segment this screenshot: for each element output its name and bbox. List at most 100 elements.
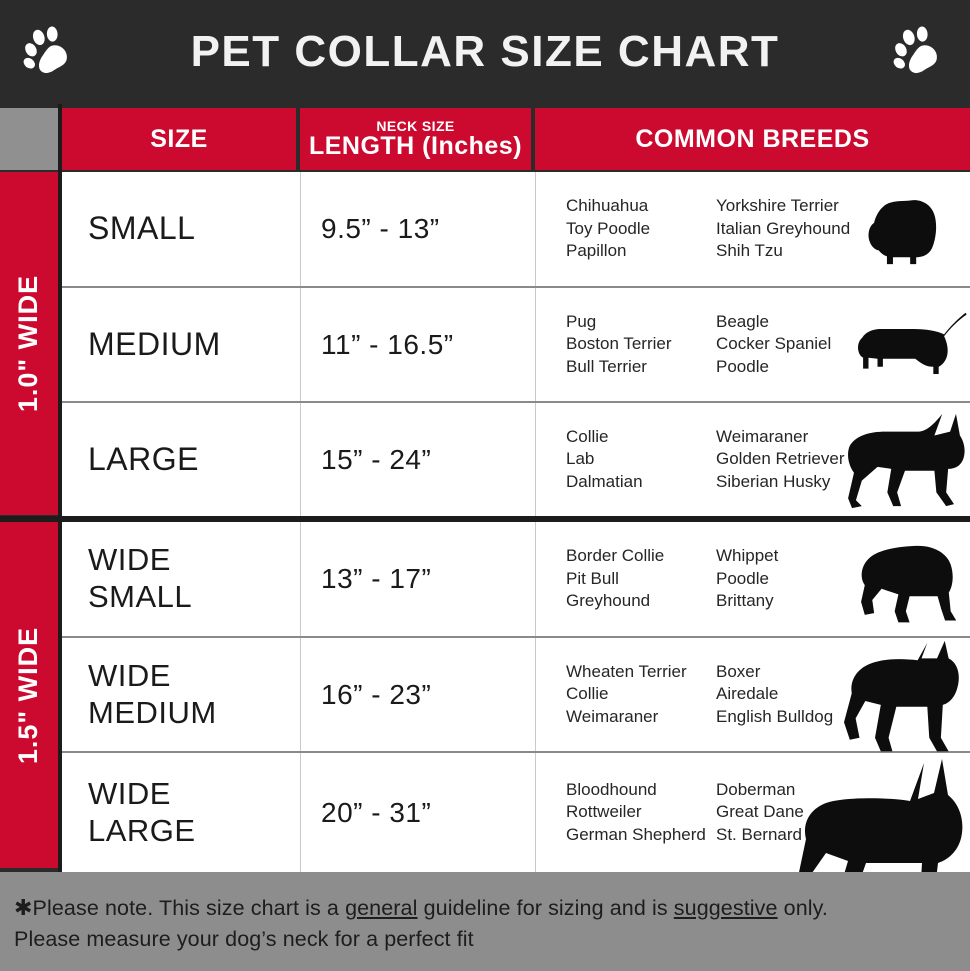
length-label: 11” - 16.5”: [321, 328, 454, 360]
size-label: LARGE: [88, 440, 199, 477]
breed-column-a: Chihuahua Toy Poodle Papillon: [566, 195, 716, 263]
footer-text-1a: Please note. This size chart is a: [32, 896, 346, 920]
table-row[interactable]: SMALL 9.5” - 13” Chihuahua Toy Poodle Pa…: [62, 172, 970, 288]
column-header-breeds: COMMON BREEDS: [535, 108, 970, 170]
asterisk-icon: ✱: [14, 895, 33, 920]
cell-breeds: Pug Boston Terrier Bull Terrier Beagle C…: [535, 288, 970, 401]
doberman-silhouette-icon: [798, 759, 963, 907]
size-label-line-1: WIDE: [88, 775, 171, 811]
breed-item: Golden Retriever: [716, 449, 845, 469]
column-header-size-label: SIZE: [150, 124, 208, 153]
breed-item: Border Collie: [566, 546, 665, 566]
cell-size: SMALL: [62, 172, 296, 286]
title-bar: PET COLLAR SIZE CHART: [0, 0, 970, 104]
breed-item: Great Dane: [716, 802, 804, 822]
breed-column-a: Collie Lab Dalmatian: [566, 426, 716, 494]
table-row[interactable]: WIDE SMALL 13” - 17” Border Collie Pit B…: [62, 522, 970, 638]
cell-length: 20” - 31”: [300, 753, 531, 872]
footer-text-1c: only.: [777, 896, 828, 920]
breed-item: Siberian Husky: [716, 471, 831, 491]
footer-line-2: Please measure your dog’s neck for a per…: [14, 926, 474, 951]
footer-underline-general: general: [345, 896, 418, 920]
column-header-length: NECK SIZE LENGTH (Inches): [300, 108, 531, 170]
length-label: 13” - 17”: [321, 563, 432, 594]
breed-item: Papillon: [566, 241, 627, 261]
breed-item: Dalmatian: [566, 471, 643, 491]
breed-column-b: Beagle Cocker Spaniel Poodle: [716, 311, 891, 379]
breed-column-a: Pug Boston Terrier Bull Terrier: [566, 311, 716, 379]
table-row[interactable]: MEDIUM 11” - 16.5” Pug Boston Terrier Bu…: [62, 288, 970, 403]
breed-lists: Collie Lab Dalmatian Weimaraner Golden R…: [566, 426, 970, 494]
table-row[interactable]: WIDE MEDIUM 16” - 23” Wheaten Terrier Co…: [62, 638, 970, 753]
page-title: PET COLLAR SIZE CHART: [190, 27, 780, 76]
size-label: WIDE SMALL: [88, 542, 192, 615]
table-row[interactable]: LARGE 15” - 24” Collie Lab Dalmatian Wei…: [62, 403, 970, 516]
breed-column-a: Bloodhound Rottweiler German Shepherd: [566, 779, 716, 847]
breed-item: Airedale: [716, 684, 779, 704]
breed-item: Bull Terrier: [566, 356, 647, 376]
breed-item: Doberman: [716, 779, 796, 799]
cell-length: 9.5” - 13”: [300, 172, 531, 286]
breed-item: Cocker Spaniel: [716, 334, 832, 354]
cell-size: LARGE: [62, 403, 296, 516]
section-band-1-0-wide-label: 1.0" WIDE: [13, 274, 44, 413]
size-label: WIDE LARGE: [88, 776, 196, 849]
length-label: 9.5” - 13”: [321, 213, 440, 244]
breed-item: Weimaraner: [566, 706, 659, 726]
breed-item: English Bulldog: [716, 706, 834, 726]
column-header-length-sublabel: NECK SIZE: [376, 117, 455, 134]
breed-item: German Shepherd: [566, 824, 706, 844]
section-divider: [0, 516, 970, 522]
footer-underline-suggestive: suggestive: [673, 896, 778, 920]
breed-column-b: Doberman Great Dane St. Bernard: [716, 779, 891, 847]
breed-item: Toy Poodle: [566, 218, 651, 238]
paw-print-icon: [893, 26, 937, 74]
cell-breeds: Bloodhound Rottweiler German Shepherd Do…: [535, 753, 970, 872]
breed-item: Boxer: [716, 661, 761, 681]
breed-column-a: Wheaten Terrier Collie Weimaraner: [566, 661, 716, 729]
cell-length: 13” - 17”: [300, 522, 531, 636]
breed-item: Greyhound: [566, 591, 651, 611]
length-label: 20” - 31”: [321, 796, 432, 828]
cell-length: 15” - 24”: [300, 403, 531, 516]
paw-print-icon: [23, 26, 67, 74]
cell-breeds: Border Collie Pit Bull Greyhound Whippet…: [535, 522, 970, 636]
size-label-line-2: LARGE: [88, 812, 196, 848]
breed-column-b: Weimaraner Golden Retriever Siberian Hus…: [716, 426, 891, 494]
cell-size: WIDE SMALL: [62, 522, 296, 636]
cell-breeds: Wheaten Terrier Collie Weimaraner Boxer …: [535, 638, 970, 752]
breed-item: Italian Greyhound: [716, 218, 851, 238]
section-band-1-0-wide: 1.0" WIDE: [0, 172, 58, 515]
breed-item: Chihuahua: [566, 196, 649, 216]
size-label-line-2: MEDIUM: [88, 694, 217, 730]
length-label: 15” - 24”: [321, 443, 432, 475]
cell-size: WIDE MEDIUM: [62, 638, 296, 751]
breed-lists: Wheaten Terrier Collie Weimaraner Boxer …: [566, 661, 970, 729]
cell-length: 16” - 23”: [300, 638, 531, 751]
footer-note: ✱Please note. This size chart is a gener…: [0, 872, 970, 971]
breed-item: Yorkshire Terrier: [716, 196, 839, 216]
length-label: 16” - 23”: [321, 678, 432, 710]
size-label: WIDE MEDIUM: [88, 658, 217, 731]
breed-item: Weimaraner: [716, 426, 809, 446]
breed-item: Wheaten Terrier: [566, 661, 687, 681]
breed-item: Boston Terrier: [566, 334, 672, 354]
size-label-line-1: WIDE: [88, 542, 171, 578]
breed-item: Whippet: [716, 546, 779, 566]
breed-lists: Pug Boston Terrier Bull Terrier Beagle C…: [566, 311, 970, 379]
footer-line-1: ✱Please note. This size chart is a gener…: [14, 892, 950, 924]
breed-column-a: Border Collie Pit Bull Greyhound: [566, 545, 716, 613]
breed-item: Collie: [566, 426, 609, 446]
size-label-line-1: WIDE: [88, 657, 171, 693]
breed-column-b: Yorkshire Terrier Italian Greyhound Shih…: [716, 195, 891, 263]
table-left-gutter: [58, 104, 62, 872]
column-header-breeds-label: COMMON BREEDS: [635, 124, 870, 153]
breed-column-b: Boxer Airedale English Bulldog: [716, 661, 891, 729]
breed-item: Rottweiler: [566, 802, 642, 822]
section-band-1-5-wide-label: 1.5" WIDE: [13, 626, 44, 764]
breed-item: Collie: [566, 684, 609, 704]
breed-item: Shih Tzu: [716, 241, 783, 261]
column-header-size: SIZE: [62, 108, 296, 170]
breed-item: Pit Bull: [566, 568, 619, 588]
